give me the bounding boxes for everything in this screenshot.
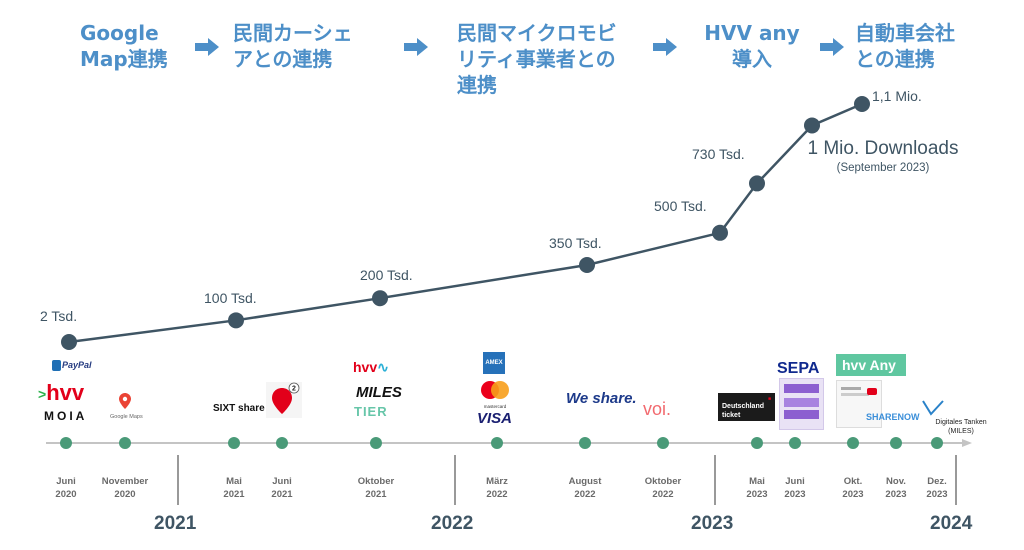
header-line: Google: [80, 21, 159, 45]
header-hvv-any: HVV any 導入: [700, 20, 804, 72]
sepa-logo: SEPA: [777, 360, 820, 377]
hvv-logo: >hvv: [38, 380, 85, 405]
data-point: [372, 290, 388, 307]
header-line: アとの連携: [233, 47, 333, 71]
visa-logo: VISA: [477, 410, 513, 427]
sharenow-logo: SHARENOW: [866, 412, 920, 422]
digitales-tanken-label: Digitales Tanken (MILES): [935, 419, 987, 435]
sepa-app-screenshot: [779, 378, 824, 430]
event-date: Mai 2023: [746, 476, 768, 500]
arrow-right-icon: [820, 38, 844, 56]
header-carsharing: 民間カーシェ アとの連携: [233, 20, 353, 72]
voi-logo: voi.: [643, 399, 672, 419]
header-line: 導入: [732, 47, 772, 71]
event-date: August 2022: [568, 476, 602, 500]
timeline-marker: [847, 437, 859, 449]
point-label: 1,1 Mio.: [872, 88, 922, 104]
amex-logo: AMEX: [483, 352, 505, 374]
event-date: Mai 2021: [223, 476, 245, 500]
timeline-marker: [579, 437, 591, 449]
hvv-any-app-screenshot: [836, 380, 882, 428]
timeline-marker: [370, 437, 382, 449]
hvv-switch-wordmark: hvv∿: [353, 359, 389, 375]
data-point: [854, 96, 870, 112]
data-point: [579, 257, 595, 273]
arrow-right-icon: [653, 38, 677, 56]
data-point: [228, 312, 244, 329]
timeline-marker: [751, 437, 763, 449]
moia-logo: MOIA: [44, 409, 88, 423]
header-line: HVV any: [704, 21, 800, 45]
svg-text:2: 2: [292, 386, 296, 393]
point-label: 500 Tsd.: [654, 198, 707, 214]
deutschlandticket-logo: ■ Deutschland ticket: [718, 393, 775, 421]
header-line: Map連携: [80, 47, 168, 71]
point-label: 100 Tsd.: [204, 290, 257, 306]
event-date: Juni 2023: [784, 476, 806, 500]
timeline-marker: [228, 437, 240, 449]
header-micromobility: 民間マイクロモビ リティ事業者との 連携: [457, 20, 617, 98]
event-date: Dez. 2023: [926, 476, 948, 500]
header-google-map: Google Map連携: [80, 20, 168, 72]
header-line: リティ事業者との: [457, 47, 616, 71]
timeline-marker: [276, 437, 288, 449]
year-label: 2021: [154, 513, 197, 534]
point-label: 730 Tsd.: [692, 146, 745, 162]
header-line: 自動車会社: [855, 21, 955, 45]
event-date: November 2020: [101, 476, 149, 500]
point-label: 2 Tsd.: [40, 308, 78, 324]
data-point: [61, 334, 77, 350]
data-point: [712, 224, 728, 241]
annotation-main: 1 Mio. Downloads: [807, 138, 959, 159]
header-line: 民間マイクロモビ: [457, 21, 617, 45]
timeline-marker: [119, 437, 131, 449]
paypal-logo: PayPal: [52, 360, 92, 372]
timeline-marker: [931, 437, 943, 449]
downloads-annotation: 1 Mio. Downloads (September 2023): [795, 138, 971, 174]
hvv-switch-logo: 2: [266, 382, 302, 423]
arrow-right-icon: [195, 38, 219, 56]
year-label: 2023: [691, 513, 734, 534]
annotation-sub: (September 2023): [836, 162, 930, 174]
timeline-marker: [890, 437, 902, 449]
hvv-any-logo: hvv Any: [836, 354, 906, 376]
event-date: Juni 2021: [271, 476, 293, 500]
event-date: Okt. 2023: [842, 476, 864, 500]
sixt-share-logo: SIXT share: [213, 403, 265, 414]
header-line: との連携: [855, 47, 935, 71]
year-label: 2024: [930, 513, 973, 534]
digitales-tanken-logo: [922, 400, 944, 421]
check-v-icon: [922, 400, 944, 416]
mastercard-logo: mastercard: [478, 380, 512, 409]
timeline-marker: [657, 437, 669, 449]
year-label: 2022: [431, 513, 474, 534]
map-pin-icon: [119, 393, 131, 409]
event-date: Nov. 2023: [885, 476, 907, 500]
timeline-marker: [60, 437, 72, 449]
timeline-marker: [789, 437, 801, 449]
weshare-logo: We share.: [566, 390, 637, 407]
data-point: [804, 117, 820, 134]
event-date: März 2022: [486, 476, 508, 500]
event-date: Oktober 2022: [644, 476, 682, 500]
arrow-right-icon: [404, 38, 428, 56]
hvv-switch-icon: 2: [266, 382, 302, 418]
header-line: 民間カーシェ: [233, 21, 353, 45]
event-date: Juni 2020: [55, 476, 77, 500]
point-label: 350 Tsd.: [549, 235, 602, 251]
google-maps-logo: Google Maps: [110, 393, 143, 420]
header-car-companies: 自動車会社 との連携: [855, 20, 955, 72]
event-date: Oktober 2021: [357, 476, 395, 500]
downloads-series-line: [68, 102, 863, 344]
header-line: 連携: [457, 73, 497, 97]
data-point: [749, 175, 765, 192]
point-label: 200 Tsd.: [360, 267, 413, 283]
timeline-marker: [491, 437, 503, 449]
tier-logo: TIER: [354, 404, 388, 419]
miles-logo: MILES: [356, 384, 402, 401]
mastercard-icon: [481, 381, 509, 399]
